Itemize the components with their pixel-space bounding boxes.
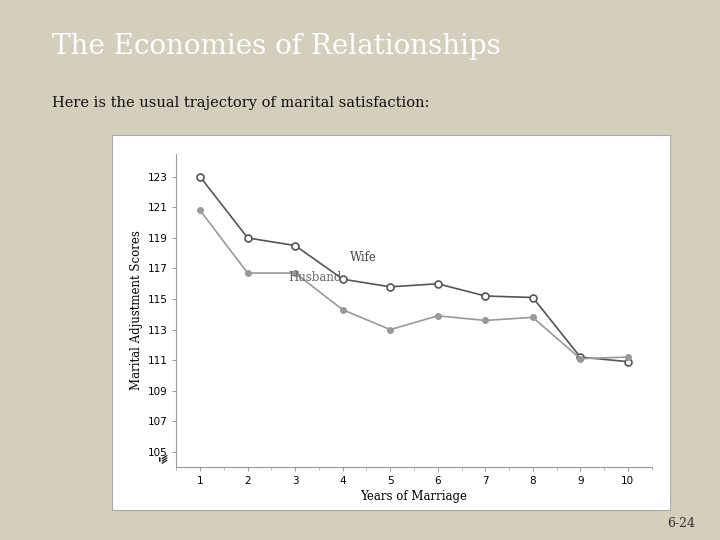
- Text: Husband: Husband: [288, 271, 341, 284]
- Text: 6-24: 6-24: [667, 517, 695, 530]
- Y-axis label: Marital Adjustment Scores: Marital Adjustment Scores: [130, 231, 143, 390]
- Text: The Economies of Relationships: The Economies of Relationships: [52, 33, 501, 60]
- Text: Wife: Wife: [350, 251, 377, 264]
- X-axis label: Years of Marriage: Years of Marriage: [361, 490, 467, 503]
- Text: Here is the usual trajectory of marital satisfaction:: Here is the usual trajectory of marital …: [52, 96, 430, 110]
